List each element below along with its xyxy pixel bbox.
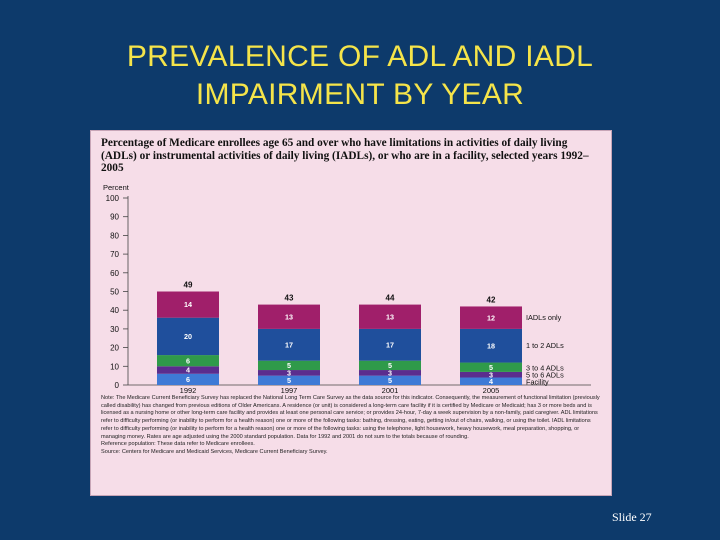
y-tick-label: 100 — [106, 194, 120, 203]
chart-note: Note: The Medicare Current Beneficiary S… — [101, 395, 600, 440]
chart-reference: Reference population: These data refer t… — [101, 441, 255, 448]
bar-value-label: 4 — [489, 377, 493, 386]
bar-segment — [359, 360, 421, 371]
chart-figure: Percentage of Medicare enrollees age 65 … — [90, 130, 612, 496]
bar-segment — [460, 328, 522, 363]
y-tick-label: 50 — [110, 288, 119, 297]
y-axis-label: Percent — [103, 183, 130, 192]
legend-label: 1 to 2 ADLs — [526, 341, 564, 350]
bar-value-label: 13 — [386, 312, 394, 321]
bar-value-label: 18 — [487, 341, 495, 350]
bar-value-label: 14 — [184, 300, 192, 309]
bar-segment — [359, 370, 421, 376]
y-tick-label: 70 — [110, 250, 119, 259]
y-tick-label: 90 — [110, 213, 119, 222]
slide-title-line-1: PREVALENCE OF ADL AND IADL — [126, 40, 594, 73]
bar-total-label: 49 — [184, 281, 193, 290]
legend-label: IADLs only — [526, 313, 562, 322]
bar-value-label: 6 — [186, 375, 190, 384]
bar-total-label: 43 — [285, 294, 294, 303]
bar-value-label: 17 — [386, 340, 394, 349]
y-tick-label: 10 — [110, 362, 119, 371]
x-tick-label: 1997 — [281, 386, 298, 395]
bar-value-label: 12 — [487, 313, 495, 322]
chart-title: Percentage of Medicare enrollees age 65 … — [101, 137, 589, 174]
bar-value-label: 6 — [186, 356, 190, 365]
bar-segment — [258, 304, 320, 329]
bar-value-label: 5 — [388, 361, 392, 370]
bar-value-label: 17 — [285, 340, 293, 349]
bar-value-label: 5 — [489, 363, 493, 372]
bar-value-label: 3 — [287, 368, 291, 377]
bar-value-label: 13 — [285, 312, 293, 321]
bar-value-label: 20 — [184, 332, 192, 341]
chart-source: Source: Centers for Medicare and Medicai… — [101, 448, 328, 455]
legend-label: 3 to 4 ADLs — [526, 364, 564, 373]
bar-segment — [460, 306, 522, 329]
bar-value-label: 5 — [287, 361, 291, 370]
bar-segment — [157, 317, 219, 356]
y-tick-label: 80 — [110, 231, 119, 240]
legend-label: Facility — [526, 378, 549, 387]
bar-value-label: 5 — [388, 376, 392, 385]
bar-total-label: 42 — [487, 295, 496, 304]
slide-title-line-2: IMPAIRMENT BY YEAR — [195, 78, 525, 111]
bar-value-label: 3 — [388, 368, 392, 377]
bar-segment — [359, 328, 421, 361]
bar-segment — [258, 375, 320, 385]
bar-segment — [258, 370, 320, 376]
y-tick-label: 60 — [110, 269, 119, 278]
bar-value-label: 4 — [186, 366, 190, 375]
bar-value-label: 3 — [489, 370, 493, 379]
bar-segment — [157, 291, 219, 318]
y-tick-label: 0 — [115, 381, 120, 390]
y-tick-label: 30 — [110, 325, 119, 334]
y-tick-label: 20 — [110, 344, 119, 353]
bar-segment — [157, 373, 219, 385]
bar-segment — [157, 355, 219, 367]
bar-segment — [258, 328, 320, 361]
stacked-bar-chart: Percent010203040506070809010064620144919… — [103, 183, 591, 395]
slide-number: Slide 27 — [612, 510, 652, 524]
bar-segment — [359, 375, 421, 385]
x-tick-label: 2001 — [382, 386, 399, 395]
legend-label: 5 to 6 ADLs — [526, 371, 564, 380]
bar-segment — [460, 371, 522, 378]
bar-segment — [258, 360, 320, 371]
y-tick-label: 40 — [110, 306, 119, 315]
slide-title: PREVALENCE OF ADL AND IADL IMPAIRMENT BY… — [0, 38, 720, 114]
x-tick-label: 1992 — [180, 386, 197, 395]
bar-total-label: 44 — [386, 294, 395, 303]
bar-segment — [157, 366, 219, 374]
bar-segment — [460, 362, 522, 372]
bar-segment — [460, 377, 522, 385]
chart-notes: Note: The Medicare Current Beneficiary S… — [101, 395, 601, 457]
bar-segment — [359, 304, 421, 329]
bar-value-label: 5 — [287, 376, 291, 385]
x-tick-label: 2005 — [483, 386, 500, 395]
